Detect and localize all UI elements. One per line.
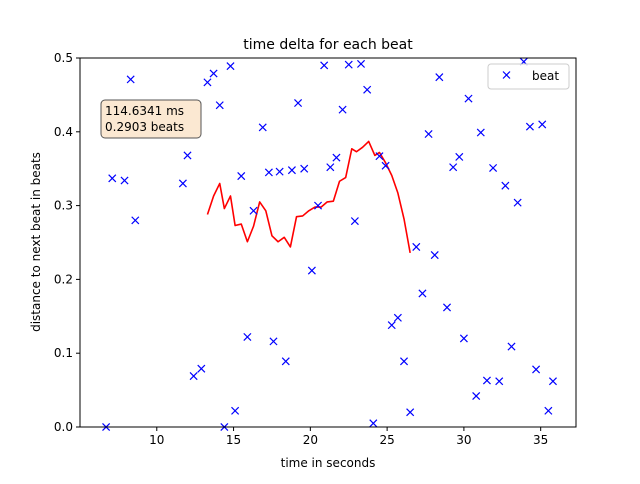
y-tick-label: 0.2 [54,272,73,286]
y-axis-label: distance to next beat in beats [29,152,43,332]
y-tick-label: 0.0 [54,420,73,434]
data-point [226,62,235,71]
data-point [281,357,290,366]
plot-area [102,57,557,432]
legend: beat [487,63,570,90]
data-point [350,217,359,226]
data-point [449,163,458,172]
data-point [532,365,541,374]
data-point [507,342,516,351]
data-point [231,406,240,415]
data-point [369,419,378,428]
data-point [482,376,491,385]
legend-marker-x-icon [502,71,511,79]
series-line [206,140,411,253]
y-tick-label: 0.3 [54,199,73,213]
data-point [264,168,273,177]
data-point [375,152,384,161]
data-point [525,122,534,131]
legend-label: beat [532,69,559,83]
data-point [489,163,498,172]
chart-title: time delta for each beat [243,37,413,53]
data-point [183,151,192,160]
data-point [294,98,303,108]
data-point [544,406,553,415]
data-point [430,251,439,260]
data-point [363,85,372,94]
data-point [178,179,187,188]
data-point [300,164,309,173]
data-point [108,174,117,183]
data-point [476,128,485,137]
data-point [406,408,415,417]
y-tick-label: 0.4 [54,125,73,139]
x-tick-label: 35 [533,433,548,447]
data-point [332,153,341,162]
x-axis-label: time in seconds [281,456,376,470]
data-point [459,334,468,343]
data-point [387,321,396,330]
x-tick-label: 15 [226,433,241,447]
data-point [287,166,296,175]
x-tick-label: 10 [149,433,164,447]
annotation-box: 114.6341 ms 0.2903 beats [100,99,202,139]
data-point [464,94,473,103]
data-point [412,242,421,251]
data-point [120,176,129,185]
data-point [243,332,252,341]
data-point [275,167,284,176]
data-point [513,198,522,207]
annotation-line1: 114.6341 ms [105,104,184,118]
data-point [313,201,323,210]
data-point [495,377,504,386]
data-point [399,357,409,366]
data-point [237,172,246,181]
legend-frame [487,63,570,90]
data-point [326,163,335,172]
data-point [307,266,316,275]
data-point [424,129,433,139]
data-point [203,78,212,87]
data-point [381,161,390,170]
data-point [197,364,206,373]
data-point [472,391,481,401]
data-point [320,61,329,70]
data-point [455,152,464,161]
x-tick-label: 30 [456,433,471,447]
data-point [442,303,452,312]
data-point [209,69,218,78]
axes-frame [79,57,577,428]
data-point [344,60,353,69]
x-tick-label: 20 [303,433,318,447]
y-tick-label: 0.5 [54,51,73,65]
annotation-background [100,99,202,139]
axes: 10 15 20 25 30 35 0.0 0.1 0.2 0.3 0.4 0.5 [54,51,577,447]
data-point [418,289,427,298]
annotation-line2: 0.2903 beats [105,120,184,134]
data-point [258,123,267,132]
data-point [131,216,140,225]
data-point [548,377,557,386]
y-tick-label: 0.1 [54,346,73,360]
data-point [538,120,547,129]
data-point [356,59,366,68]
data-point [269,337,278,346]
data-point [126,75,135,84]
x-tick-label: 25 [379,433,394,447]
data-point [435,73,444,82]
data-point [215,101,224,110]
data-point [338,105,347,114]
data-point [189,372,198,381]
data-point [249,206,258,215]
data-point [501,181,510,190]
data-point [393,313,402,322]
